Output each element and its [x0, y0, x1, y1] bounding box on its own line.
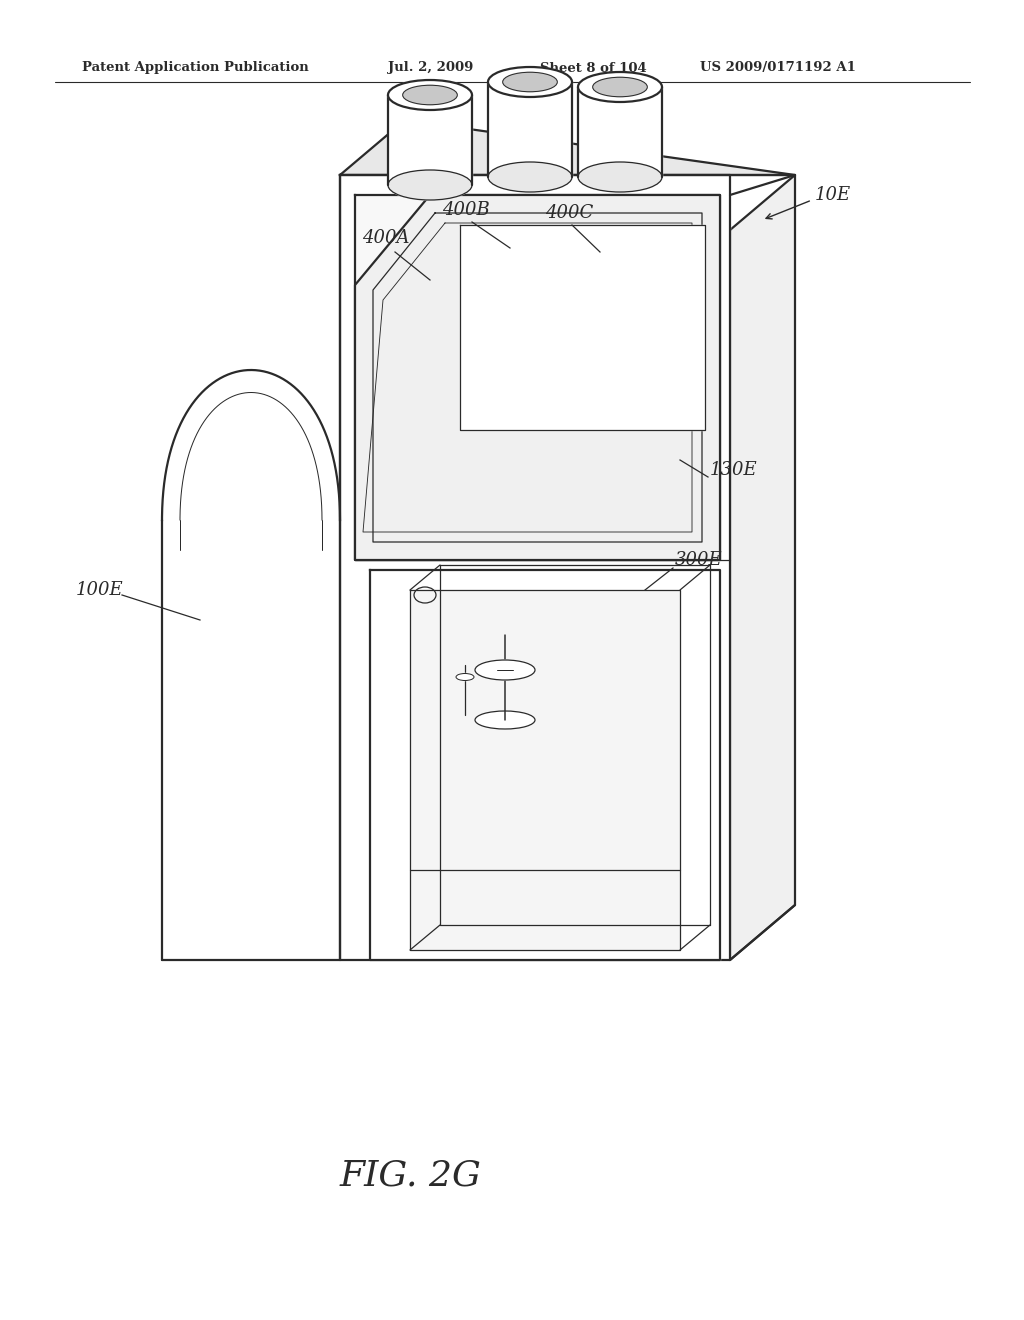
Polygon shape [460, 224, 705, 430]
Polygon shape [355, 195, 720, 560]
Text: Jul. 2, 2009: Jul. 2, 2009 [388, 62, 473, 74]
Ellipse shape [503, 73, 557, 92]
Text: Patent Application Publication: Patent Application Publication [82, 62, 309, 74]
Ellipse shape [475, 660, 535, 680]
Polygon shape [388, 95, 472, 185]
Text: Sheet 8 of 104: Sheet 8 of 104 [540, 62, 647, 74]
Polygon shape [730, 176, 795, 960]
Polygon shape [340, 120, 795, 176]
Text: 100E: 100E [76, 581, 124, 599]
Ellipse shape [456, 673, 474, 681]
Text: 300E: 300E [675, 550, 723, 569]
Ellipse shape [488, 67, 572, 96]
Polygon shape [410, 590, 680, 950]
Ellipse shape [593, 78, 647, 96]
Polygon shape [488, 82, 572, 177]
Ellipse shape [488, 162, 572, 191]
Text: 130E: 130E [710, 461, 758, 479]
Ellipse shape [388, 81, 472, 110]
Ellipse shape [578, 73, 662, 102]
Polygon shape [370, 570, 720, 960]
Ellipse shape [402, 86, 458, 104]
Text: FIG. 2G: FIG. 2G [340, 1158, 482, 1192]
Polygon shape [162, 370, 340, 960]
Text: 10E: 10E [815, 186, 851, 205]
Text: US 2009/0171192 A1: US 2009/0171192 A1 [700, 62, 856, 74]
Polygon shape [340, 176, 730, 960]
Polygon shape [578, 87, 662, 177]
Text: 400C: 400C [545, 205, 593, 222]
Text: 400A: 400A [362, 228, 410, 247]
Ellipse shape [388, 170, 472, 201]
Ellipse shape [475, 711, 535, 729]
Ellipse shape [578, 162, 662, 191]
Text: 400B: 400B [442, 201, 489, 219]
Polygon shape [355, 195, 720, 560]
